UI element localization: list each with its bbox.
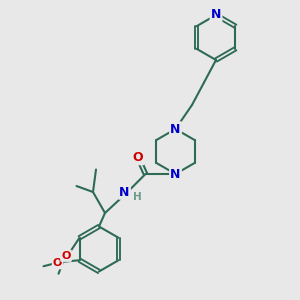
Text: O: O [53, 258, 62, 268]
Text: N: N [119, 185, 130, 199]
Text: N: N [170, 167, 181, 181]
Text: H: H [134, 191, 142, 202]
Text: O: O [61, 251, 71, 261]
Text: O: O [133, 151, 143, 164]
Text: N: N [170, 122, 181, 136]
Text: N: N [211, 8, 221, 22]
